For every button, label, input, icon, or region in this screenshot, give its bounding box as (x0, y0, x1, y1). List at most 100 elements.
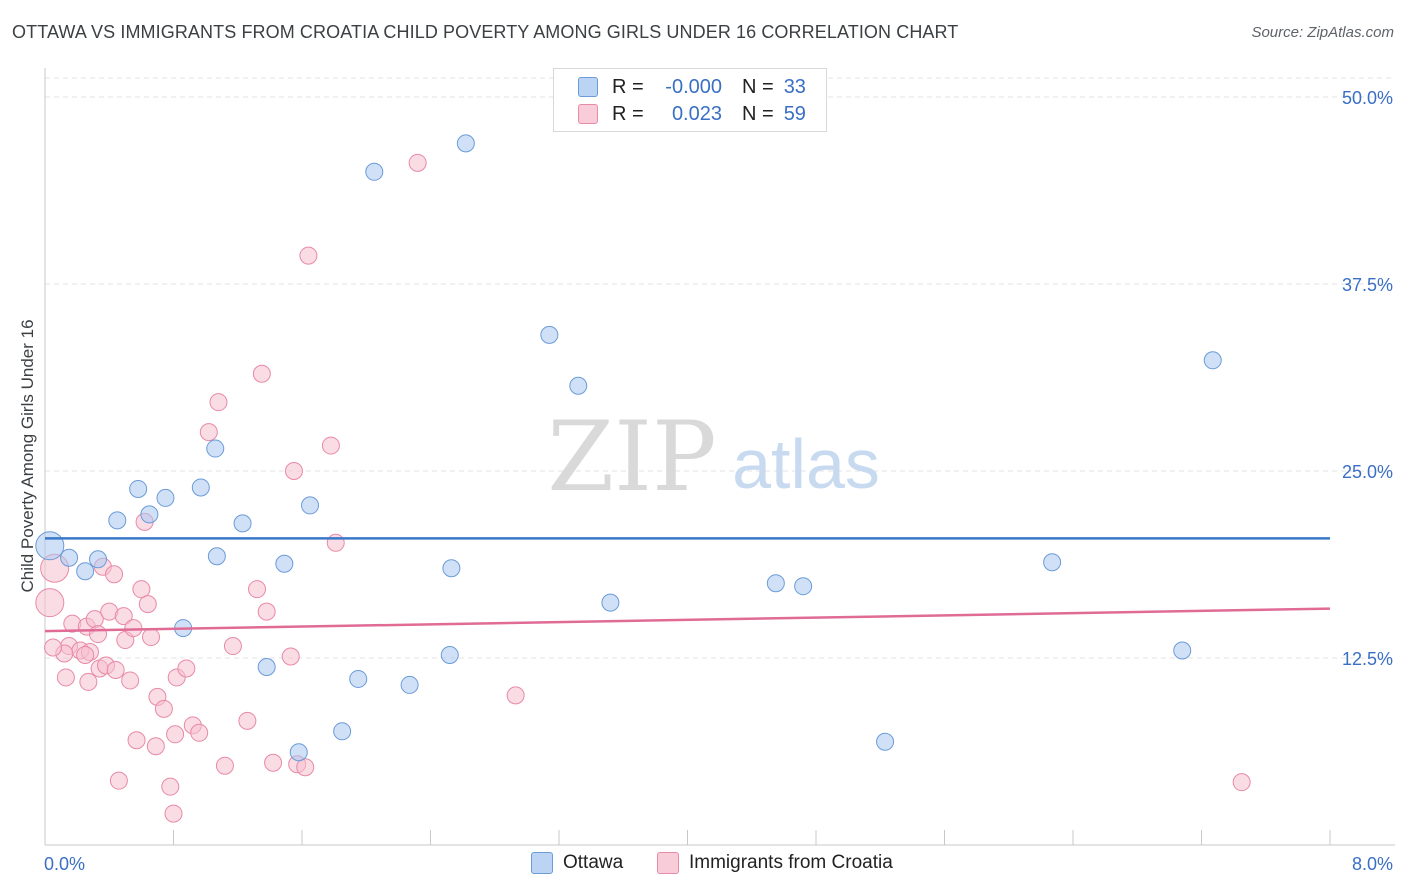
ottawa-point (440, 646, 459, 665)
legend-label-ottawa: Ottawa (563, 852, 624, 873)
ottawa-point (35, 531, 65, 561)
ottawa-point (400, 675, 419, 694)
croatia-point (296, 758, 315, 777)
croatia-point (161, 777, 180, 796)
ottawa-point (89, 550, 108, 569)
croatia-point (44, 638, 63, 657)
legend-item-croatia: Immigrants from Croatia (657, 852, 893, 874)
croatia-point (223, 637, 242, 656)
trend-lines (44, 537, 1331, 633)
gridlines (45, 77, 1395, 659)
ottawa-point (289, 743, 308, 762)
croatia-point (109, 771, 128, 790)
legend-label-croatia: Immigrants from Croatia (689, 852, 893, 873)
croatia-point (252, 364, 271, 383)
ottawa-point (108, 511, 127, 530)
ottawa-point (794, 577, 813, 596)
tick-labels: 12.5% 25.0% 37.5% 50.0% 0.0% 8.0% (44, 88, 1393, 874)
croatia-point (79, 672, 98, 691)
croatia-point (177, 659, 196, 678)
ottawa-point (349, 669, 368, 688)
n-label: N = (742, 75, 774, 98)
ottawa-point (442, 559, 461, 578)
n-label: N = (742, 102, 774, 125)
ottawa-point (206, 439, 225, 458)
legend-row-croatia: R = 0.023 N = 59 (578, 102, 806, 126)
croatia-point (281, 647, 300, 666)
ottawa-point (365, 162, 384, 181)
ottawa-point (233, 514, 252, 533)
croatia-point (56, 668, 75, 687)
r-value: -0.000 (665, 75, 722, 98)
ottawa-point (156, 488, 175, 507)
croatia-point (299, 246, 318, 265)
croatia-point (199, 423, 218, 442)
ottawa-point (333, 722, 352, 741)
croatia-point (89, 625, 108, 644)
legend-item-ottawa: Ottawa (531, 852, 623, 874)
croatia-point (76, 646, 95, 665)
croatia-point (408, 153, 427, 172)
croatia-legend-swatch (657, 852, 679, 874)
ottawa-point (191, 478, 210, 497)
ottawa-point (601, 593, 620, 612)
croatia-point (142, 628, 161, 647)
ottawa-point (876, 732, 895, 751)
croatia-point (106, 660, 125, 679)
ottawa-point (766, 574, 785, 593)
stats-legend: R = -0.000 N = 33 R = 0.023 N = 59 (553, 68, 827, 132)
y-tick-label: 25.0% (1342, 462, 1393, 482)
ottawa-point (275, 554, 294, 573)
croatia-point (257, 602, 276, 621)
ottawa-point (76, 562, 95, 581)
croatia-trend-line (44, 607, 1331, 633)
source-credit: Source: ZipAtlas.com (1251, 24, 1394, 41)
croatia-point (154, 699, 173, 718)
ottawa-swatch (578, 77, 598, 97)
ottawa-legend-swatch (531, 852, 553, 874)
ottawa-point (1043, 553, 1062, 572)
x-tick-label: 0.0% (44, 854, 85, 874)
ottawa-point (1203, 351, 1222, 370)
croatia-point (326, 533, 345, 552)
croatia-point (506, 686, 525, 705)
watermark-zip: ZIP (547, 401, 716, 513)
croatia-point (209, 393, 228, 412)
croatia-point (248, 580, 267, 599)
croatia-point (264, 753, 283, 772)
croatia-points (35, 153, 1251, 823)
ottawa-point (129, 479, 148, 498)
x-tick-label: 8.0% (1352, 854, 1393, 874)
croatia-point (284, 462, 303, 480)
croatia-point (124, 619, 143, 638)
y-tick-label: 37.5% (1342, 275, 1393, 295)
croatia-point (138, 595, 157, 614)
n-value: 59 (783, 102, 806, 125)
ottawa-point (257, 657, 276, 676)
croatia-point (215, 756, 234, 775)
croatia-point (1232, 773, 1251, 792)
croatia-point (35, 588, 65, 618)
ottawa-point (540, 325, 559, 344)
y-tick-label: 12.5% (1342, 649, 1393, 669)
legend-row-ottawa: R = -0.000 N = 33 (578, 75, 806, 99)
ottawa-point (569, 376, 588, 395)
croatia-point (190, 723, 209, 742)
ottawa-point (207, 547, 226, 566)
croatia-point (127, 731, 146, 750)
ottawa-point (301, 496, 320, 515)
series-legend: Ottawa Immigrants from Croatia (0, 852, 1406, 878)
y-tick-label: 50.0% (1342, 88, 1393, 108)
croatia-swatch (578, 104, 598, 124)
axes (44, 68, 1395, 846)
ottawa-point (1173, 641, 1192, 660)
r-label: R = (612, 75, 644, 98)
croatia-point (114, 607, 133, 626)
croatia-point (132, 580, 151, 599)
croatia-point (146, 737, 165, 756)
r-value: 0.023 (671, 102, 722, 125)
croatia-point (121, 671, 140, 690)
croatia-point (164, 804, 183, 823)
croatia-point (105, 565, 124, 584)
ottawa-point (140, 505, 159, 524)
